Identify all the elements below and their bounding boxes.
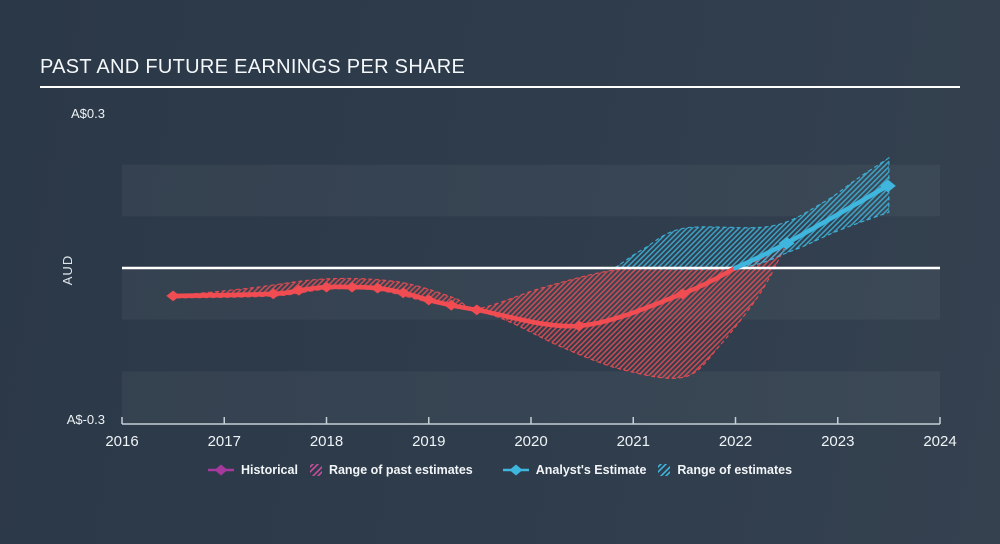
historical-point-marker <box>266 288 281 300</box>
y-max-label: A$0.3 <box>71 106 105 121</box>
plot-stripe <box>122 371 940 423</box>
historical-point-marker <box>470 304 484 316</box>
estimate-range-hatch-icon <box>658 464 671 476</box>
x-axis-tick-label: 2024 <box>923 433 956 450</box>
x-axis-tick-label: 2018 <box>310 433 343 450</box>
title-block: PAST AND FUTURE EARNINGS PER SHARE <box>40 56 960 88</box>
chart-legend: Historical Range of past estimates Analy… <box>0 463 1000 477</box>
x-axis-tick-label: 2017 <box>208 433 241 450</box>
legend-label-historical: Historical <box>240 463 298 477</box>
historical-point-marker <box>292 284 306 296</box>
estimate-point-marker <box>778 236 795 250</box>
y-axis-unit-label: AUD <box>60 255 75 285</box>
past-range-hatch-icon <box>309 464 322 476</box>
x-axis-tick-label: 2019 <box>412 433 445 450</box>
legend-label-estimate-range: Range of estimates <box>677 463 793 477</box>
historical-point-marker <box>572 320 586 332</box>
x-axis-tick-label: 2020 <box>514 433 547 450</box>
page-title: PAST AND FUTURE EARNINGS PER SHARE <box>40 56 466 78</box>
historical-point-marker <box>421 294 436 306</box>
historical-point-marker <box>396 287 410 299</box>
x-axis: 2016 2017 2018 2019 2020 2021 2022 2023 2024 <box>105 417 957 450</box>
x-axis-tick-label: 2021 <box>617 433 650 450</box>
x-axis-tick-label: 2022 <box>719 433 752 450</box>
historical-point-marker <box>370 282 385 294</box>
estimate-line-diamond-icon <box>502 464 529 476</box>
legend-label-analyst-estimate: Analyst's Estimate <box>535 463 647 477</box>
legend-item-past-range: Range of past estimates <box>309 463 473 477</box>
legend-label-past-range: Range of past estimates <box>328 463 473 477</box>
estimate-point-marker <box>879 179 896 193</box>
historical-line-diamond-icon <box>207 464 234 476</box>
historical-point-marker <box>345 281 359 293</box>
historical-point-marker <box>319 281 334 293</box>
plot-stripe <box>122 164 940 217</box>
data-series <box>166 179 896 332</box>
y-min-label: A$-0.3 <box>67 412 105 427</box>
x-axis-tick-label: 2016 <box>105 433 138 450</box>
future-estimates-band <box>614 156 890 270</box>
legend-item-estimate-range: Range of estimates <box>658 463 792 477</box>
historical-point-marker <box>675 288 690 300</box>
legend-item-analyst-estimate: Analyst's Estimate <box>502 463 647 477</box>
historical-point-marker <box>166 290 180 302</box>
x-axis-tick-label: 2023 <box>821 433 854 450</box>
legend-item-historical: Historical <box>207 463 298 477</box>
historical-point-marker <box>444 299 459 311</box>
